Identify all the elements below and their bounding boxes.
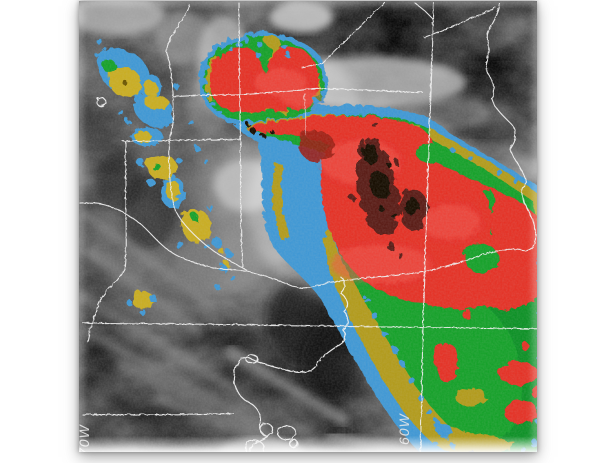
film-grain (79, 1, 537, 452)
bottom-edge-fade (79, 436, 537, 452)
satellite-image: 60W 70W (79, 1, 537, 452)
satellite-map: 60W 70W (79, 1, 537, 452)
